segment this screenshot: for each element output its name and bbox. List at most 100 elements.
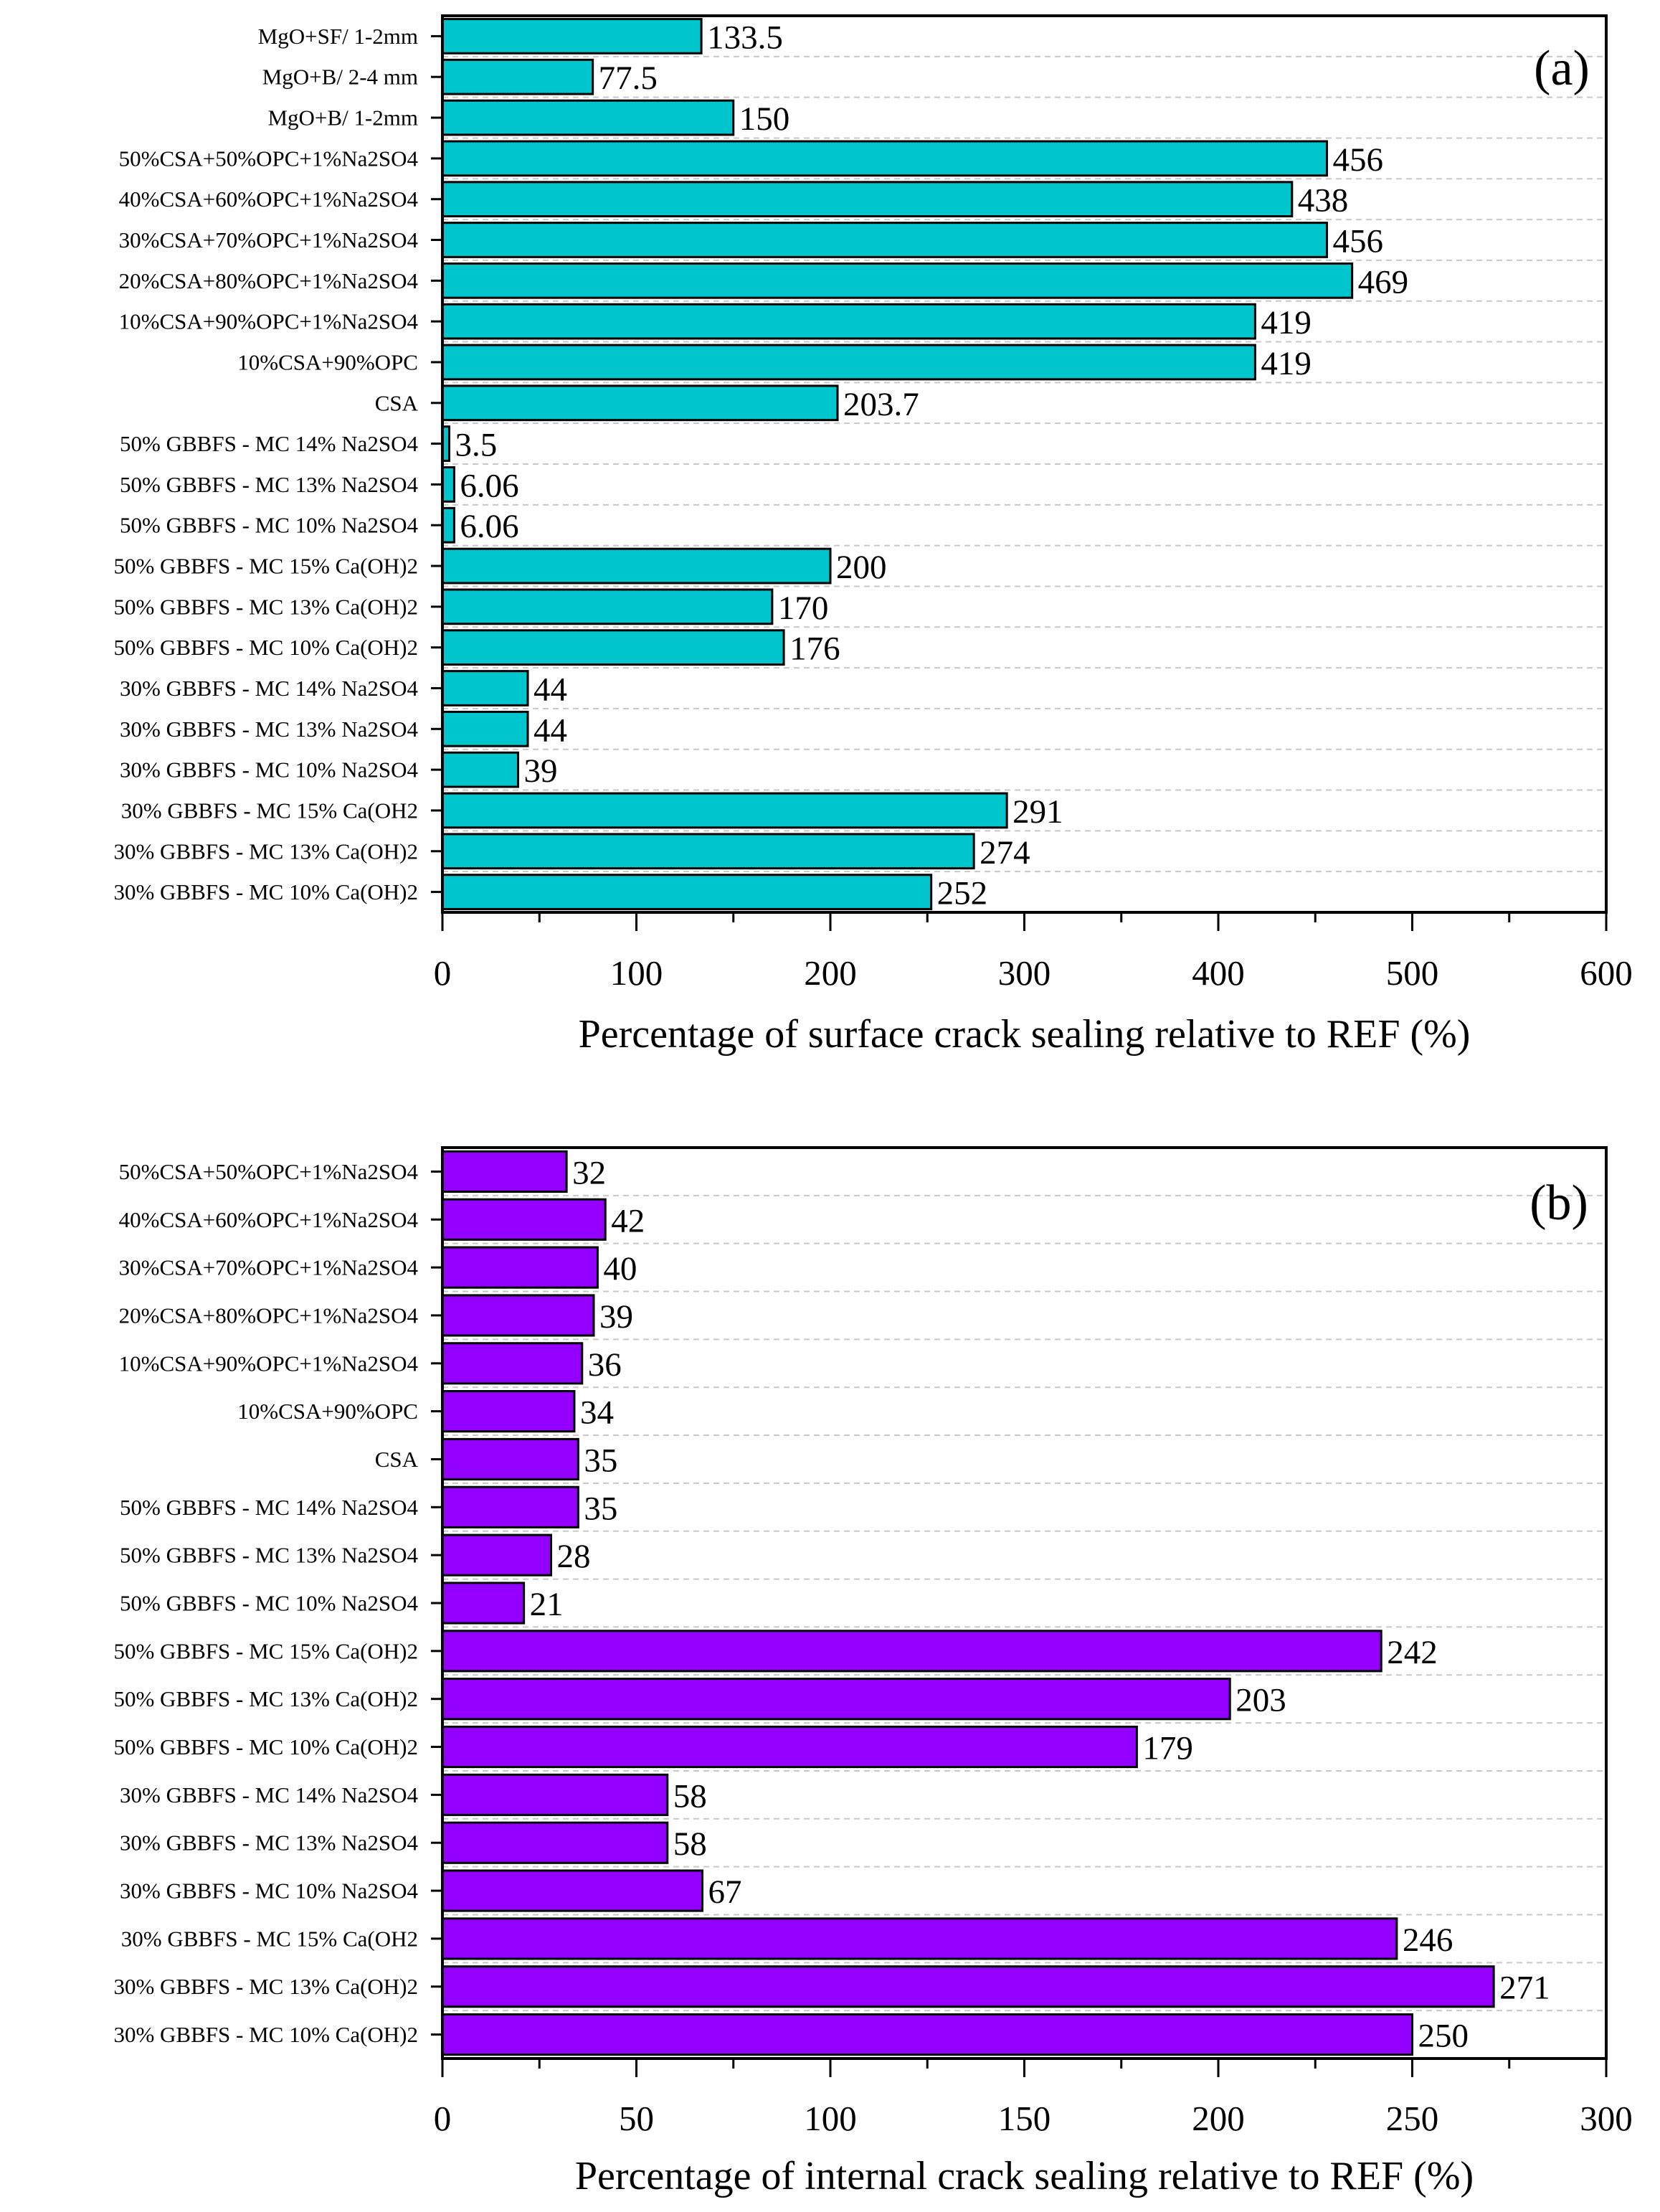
category-label: 50% GBBFS - MC 10% Ca(OH)2 — [113, 635, 418, 660]
bar — [441, 833, 975, 870]
data-label: 419 — [1261, 345, 1312, 382]
data-label: 42 — [611, 1202, 645, 1239]
bar — [441, 1485, 579, 1528]
category-label: 40%CSA+60%OPC+1%Na2SO4 — [119, 1207, 419, 1232]
category-label: 50% GBBFS - MC 13% Ca(OH)2 — [113, 594, 418, 619]
bar — [441, 1294, 595, 1337]
bar — [441, 1582, 526, 1625]
category-label: CSA — [375, 1447, 419, 1472]
category-label: CSA — [375, 390, 419, 415]
bar — [441, 2013, 1413, 2056]
data-label: 179 — [1142, 1730, 1193, 1767]
data-label: 40 — [603, 1250, 637, 1287]
bar — [441, 58, 594, 95]
data-label: 274 — [980, 834, 1030, 871]
data-label: 77.5 — [599, 60, 658, 97]
category-label: 30% GBBFS - MC 10% Na2SO4 — [120, 757, 418, 783]
data-label: 250 — [1418, 2018, 1469, 2055]
data-label: 200 — [836, 549, 887, 586]
data-label: 21 — [530, 1586, 564, 1623]
category-label: 50%CSA+50%OPC+1%Na2SO4 — [119, 146, 419, 171]
data-label: 456 — [1332, 141, 1383, 179]
bar — [441, 1678, 1231, 1721]
category-label: 30% GBBFS - MC 13% Ca(OH)2 — [113, 1974, 418, 1999]
data-label: 252 — [937, 875, 988, 912]
category-label: 30% GBBFS - MC 13% Na2SO4 — [120, 717, 418, 742]
data-label: 150 — [739, 100, 790, 138]
bar — [441, 710, 529, 747]
chart-panel-b: 50%CSA+50%OPC+1%Na2SO4 32 40%CSA+60%OPC+1%… — [113, 1146, 1633, 2198]
category-label: 30% GBBFS - MC 15% Ca(OH2 — [121, 1926, 418, 1951]
data-label: 456 — [1332, 223, 1383, 260]
x-tick-label: 300 — [1580, 2099, 1633, 2138]
bar — [441, 1630, 1382, 1673]
category-label: 50% GBBFS - MC 14% Na2SO4 — [120, 1495, 418, 1520]
category-label: 30% GBBFS - MC 15% Ca(OH2 — [121, 798, 418, 823]
data-label: 35 — [584, 1442, 617, 1479]
category-label: 30%CSA+70%OPC+1%Na2SO4 — [119, 227, 419, 252]
category-label: 50% GBBFS - MC 10% Ca(OH)2 — [113, 1734, 418, 1759]
bar — [441, 1342, 584, 1385]
bar — [441, 1821, 669, 1864]
chart-panel-a: MgO+SF/ 1-2mm 133.5 MgO+B/ 2-4 mm 77.5 MgO+B… — [113, 14, 1633, 1057]
category-label: 30% GBBFS - MC 10% Na2SO4 — [120, 1878, 418, 1904]
x-tick-label: 500 — [1386, 953, 1439, 993]
bar — [441, 140, 1328, 177]
data-label: 6.06 — [460, 467, 518, 504]
x-tick-label: 150 — [998, 2099, 1051, 2138]
x-tick-label: 300 — [998, 953, 1051, 993]
bar — [441, 1773, 669, 1816]
data-label: 67 — [708, 1873, 741, 1911]
data-label: 44 — [533, 671, 567, 709]
data-label: 438 — [1298, 182, 1349, 219]
bar — [441, 1965, 1495, 2008]
bar — [441, 1917, 1398, 1960]
bar — [441, 222, 1328, 258]
bar — [441, 384, 839, 422]
category-label: 10%CSA+90%OPC — [237, 1399, 418, 1424]
data-label: 170 — [778, 590, 829, 627]
bar — [441, 181, 1294, 218]
x-tick-label: 100 — [610, 953, 663, 993]
x-tick-label: 50 — [619, 2099, 654, 2138]
bar — [441, 1198, 607, 1241]
bar — [441, 547, 832, 585]
data-label: 35 — [584, 1490, 617, 1527]
data-label: 6.06 — [460, 508, 518, 545]
bar — [441, 466, 455, 503]
category-label: 30% GBBFS - MC 10% Ca(OH)2 — [113, 879, 418, 904]
category-label: 30% GBBFS - MC 13% Ca(OH)2 — [113, 838, 418, 864]
bar — [441, 1246, 599, 1289]
bar — [441, 874, 933, 910]
bar — [441, 303, 1256, 340]
category-label: MgO+B/ 2-4 mm — [262, 65, 418, 90]
x-tick-label: 100 — [804, 2099, 857, 2138]
data-label: 36 — [588, 1346, 622, 1384]
category-label: 20%CSA+80%OPC+1%Na2SO4 — [119, 268, 419, 293]
bar — [441, 1437, 579, 1481]
bar — [441, 629, 785, 666]
data-label: 291 — [1012, 793, 1063, 831]
data-label: 39 — [523, 752, 557, 790]
bar — [441, 1533, 552, 1577]
x-tick-label: 200 — [1192, 2099, 1245, 2138]
x-tick-label: 200 — [804, 953, 857, 993]
data-label: 58 — [673, 1825, 707, 1863]
bar — [441, 670, 529, 706]
category-label: 10%CSA+90%OPC — [237, 349, 418, 374]
category-label: 30% GBBFS - MC 14% Na2SO4 — [120, 676, 418, 701]
x-tick-label: 0 — [434, 953, 452, 993]
data-label: 176 — [789, 630, 840, 668]
bar — [441, 588, 774, 625]
category-label: 50% GBBFS - MC 13% Na2SO4 — [120, 1543, 418, 1568]
bar — [441, 262, 1354, 299]
category-label: 40%CSA+60%OPC+1%Na2SO4 — [119, 186, 419, 212]
x-tick-label: 400 — [1192, 953, 1245, 993]
data-label: 39 — [599, 1298, 633, 1336]
category-label: 50% GBBFS - MC 15% Ca(OH)2 — [113, 554, 418, 579]
category-label: 20%CSA+80%OPC+1%Na2SO4 — [119, 1303, 419, 1328]
bar — [441, 1725, 1138, 1769]
bar — [441, 751, 519, 788]
x-tick-label: 0 — [434, 2099, 452, 2138]
data-label: 28 — [556, 1538, 590, 1575]
